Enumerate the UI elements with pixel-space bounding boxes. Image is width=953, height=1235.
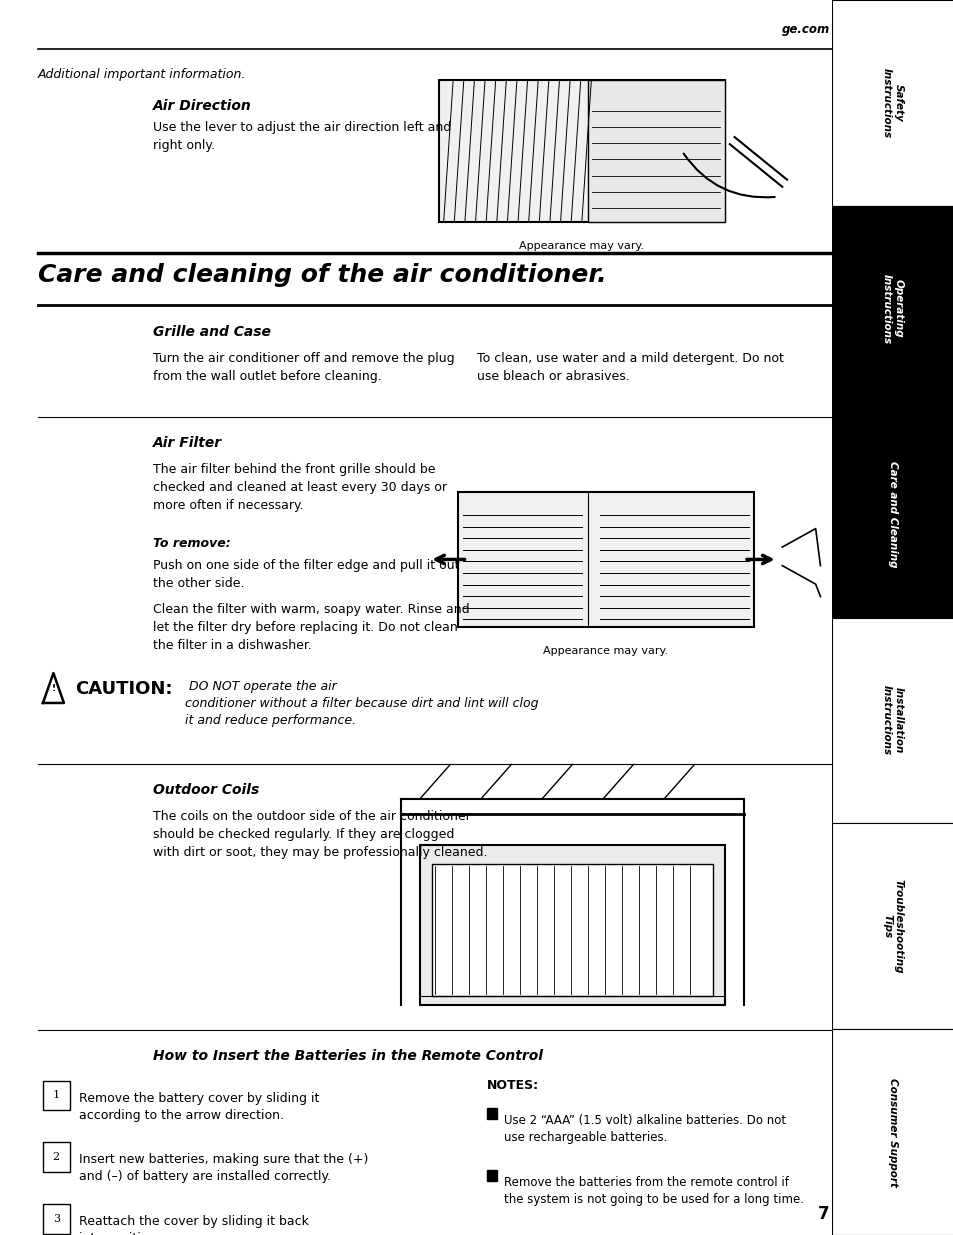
Text: CAUTION:: CAUTION: [75, 680, 172, 699]
Bar [432, 864, 712, 995]
Bar [587, 80, 724, 222]
Text: Care and Cleaning: Care and Cleaning [887, 462, 897, 568]
Text: 3: 3 [52, 1214, 60, 1224]
Text: Grille and Case: Grille and Case [152, 325, 271, 338]
Bar [486, 1170, 497, 1181]
Text: 1: 1 [52, 1091, 60, 1100]
Text: Additional important information.: Additional important information. [38, 68, 246, 82]
Bar [43, 1081, 70, 1110]
Text: NOTES:: NOTES: [486, 1079, 538, 1093]
Text: DO NOT operate the air
conditioner without a filter because dirt and lint will c: DO NOT operate the air conditioner witho… [185, 680, 538, 727]
Text: Troubleshooting
Tips: Troubleshooting Tips [882, 879, 902, 973]
Text: Clean the filter with warm, soapy water. Rinse and
let the filter dry before rep: Clean the filter with warm, soapy water.… [152, 603, 469, 652]
Text: Air Filter: Air Filter [152, 436, 221, 450]
Text: Turn the air conditioner off and remove the plug
from the wall outlet before cle: Turn the air conditioner off and remove … [152, 352, 454, 383]
Text: The air filter behind the front grille should be
checked and cleaned at least ev: The air filter behind the front grille s… [152, 463, 446, 513]
Text: Remove the battery cover by sliding it
according to the arrow direction.: Remove the battery cover by sliding it a… [79, 1092, 319, 1121]
Text: Installation
Instructions: Installation Instructions [882, 685, 902, 756]
Text: The coils on the outdoor side of the air conditioner
should be checked regularly: The coils on the outdoor side of the air… [152, 810, 487, 860]
Text: Appearance may vary.: Appearance may vary. [542, 646, 668, 656]
Bar [457, 492, 753, 627]
Text: Safety
Instructions: Safety Instructions [882, 68, 902, 138]
Text: Consumer Support: Consumer Support [887, 1078, 897, 1187]
Text: Use the lever to adjust the air direction left and
right only.: Use the lever to adjust the air directio… [152, 121, 451, 152]
Text: Reattach the cover by sliding it back
into position.: Reattach the cover by sliding it back in… [79, 1215, 309, 1235]
Text: Use 2 “AAA” (1.5 volt) alkaline batteries. Do not
use rechargeable batteries.: Use 2 “AAA” (1.5 volt) alkaline batterie… [503, 1114, 785, 1144]
Text: Insert new batteries, making sure that the (+)
and (–) of battery are installed : Insert new batteries, making sure that t… [79, 1153, 368, 1183]
Bar [438, 80, 724, 222]
Text: To clean, use water and a mild detergent. Do not
use bleach or abrasives.: To clean, use water and a mild detergent… [476, 352, 783, 383]
Text: To remove:: To remove: [152, 537, 230, 551]
Text: Outdoor Coils: Outdoor Coils [152, 783, 258, 797]
Bar [419, 845, 724, 1005]
Text: 7: 7 [818, 1204, 829, 1223]
Bar [831, 0, 953, 206]
Text: Remove the batteries from the remote control if
the system is not going to be us: Remove the batteries from the remote con… [503, 1176, 802, 1205]
Text: How to Insert the Batteries in the Remote Control: How to Insert the Batteries in the Remot… [152, 1049, 542, 1062]
Text: ge.com: ge.com [781, 23, 829, 36]
Bar [831, 824, 953, 1029]
Bar [43, 1142, 70, 1172]
Text: Care and cleaning of the air conditioner.: Care and cleaning of the air conditioner… [38, 263, 606, 287]
Text: Air Direction: Air Direction [152, 99, 252, 112]
Bar [486, 1108, 497, 1119]
Text: 2: 2 [52, 1152, 60, 1162]
Bar [831, 618, 953, 824]
Text: !: ! [51, 683, 55, 693]
Bar [43, 1204, 70, 1234]
Text: Push on one side of the filter edge and pull it out
the other side.: Push on one side of the filter edge and … [152, 559, 458, 590]
Text: Appearance may vary.: Appearance may vary. [518, 241, 644, 251]
Text: Operating
Instructions: Operating Instructions [882, 274, 902, 343]
Bar [831, 206, 953, 411]
Bar [831, 1029, 953, 1235]
Bar [831, 411, 953, 618]
